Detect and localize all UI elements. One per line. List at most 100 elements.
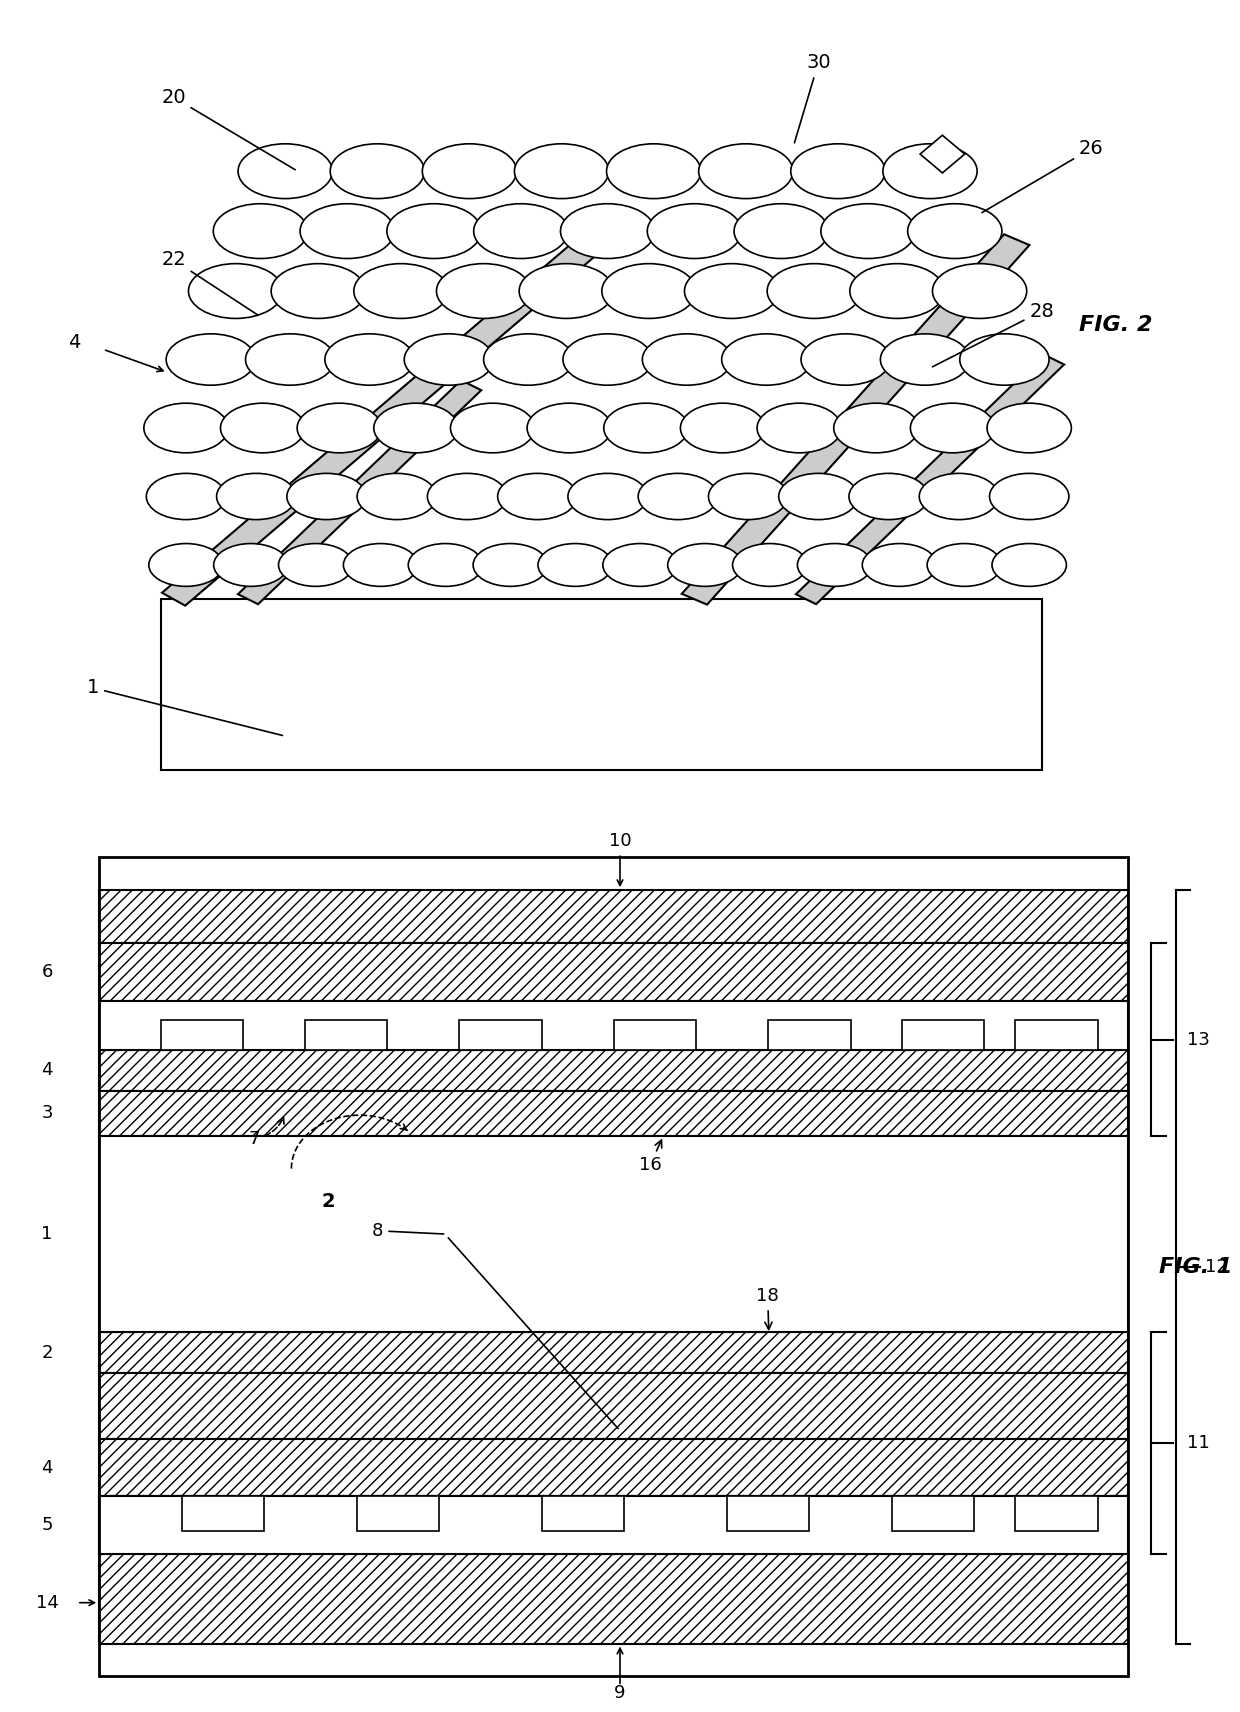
Ellipse shape — [960, 334, 1049, 385]
Bar — [99, 890, 1128, 943]
Text: 11: 11 — [1187, 1435, 1209, 1452]
Ellipse shape — [639, 473, 718, 520]
Text: 30: 30 — [795, 53, 831, 142]
Ellipse shape — [286, 473, 366, 520]
Ellipse shape — [188, 264, 283, 318]
Bar — [1016, 1496, 1097, 1531]
Bar — [1016, 1020, 1097, 1049]
Ellipse shape — [987, 404, 1071, 454]
Bar — [542, 1496, 624, 1531]
Ellipse shape — [387, 204, 481, 259]
Ellipse shape — [603, 544, 677, 587]
Ellipse shape — [990, 473, 1069, 520]
Text: 6: 6 — [41, 964, 53, 981]
Ellipse shape — [149, 544, 223, 587]
Ellipse shape — [343, 544, 418, 587]
Bar — [161, 599, 1042, 770]
Ellipse shape — [213, 544, 288, 587]
Text: 1: 1 — [41, 1226, 53, 1243]
Text: 16: 16 — [639, 1140, 662, 1174]
Ellipse shape — [238, 144, 332, 199]
Ellipse shape — [221, 404, 305, 454]
Bar — [99, 1496, 1128, 1553]
Bar — [99, 1002, 1128, 1049]
Ellipse shape — [497, 473, 577, 520]
Ellipse shape — [408, 544, 482, 587]
Text: 2: 2 — [41, 1344, 53, 1361]
Polygon shape — [796, 354, 1064, 604]
Ellipse shape — [606, 144, 701, 199]
Ellipse shape — [450, 404, 534, 454]
Ellipse shape — [992, 544, 1066, 587]
Ellipse shape — [908, 204, 1002, 259]
Bar — [99, 1373, 1128, 1438]
Bar — [305, 1020, 387, 1049]
Ellipse shape — [880, 334, 970, 385]
Ellipse shape — [919, 473, 998, 520]
Ellipse shape — [300, 204, 394, 259]
Text: 22: 22 — [161, 250, 258, 315]
Ellipse shape — [357, 473, 436, 520]
Ellipse shape — [213, 204, 308, 259]
Ellipse shape — [298, 404, 382, 454]
Bar — [99, 1438, 1128, 1496]
Text: 2: 2 — [322, 1192, 335, 1210]
Ellipse shape — [647, 204, 742, 259]
Ellipse shape — [734, 204, 828, 259]
Ellipse shape — [849, 264, 944, 318]
Text: 4: 4 — [68, 332, 81, 353]
Text: 18: 18 — [756, 1287, 779, 1330]
Ellipse shape — [681, 404, 765, 454]
Text: 28: 28 — [932, 301, 1054, 366]
Ellipse shape — [910, 404, 994, 454]
Bar — [99, 1332, 1128, 1373]
Text: 9: 9 — [614, 1685, 626, 1702]
Bar — [99, 1496, 1128, 1553]
Ellipse shape — [246, 334, 335, 385]
Ellipse shape — [797, 544, 872, 587]
Ellipse shape — [146, 473, 226, 520]
Ellipse shape — [353, 264, 448, 318]
Ellipse shape — [862, 544, 936, 587]
Ellipse shape — [932, 264, 1027, 318]
Ellipse shape — [520, 264, 614, 318]
Ellipse shape — [698, 144, 792, 199]
Ellipse shape — [601, 264, 696, 318]
Text: 4: 4 — [41, 1459, 53, 1476]
Text: 12: 12 — [1205, 1258, 1228, 1275]
Bar — [161, 1020, 243, 1049]
Bar — [99, 858, 1128, 1676]
Ellipse shape — [330, 144, 424, 199]
Polygon shape — [920, 135, 965, 173]
Ellipse shape — [733, 544, 807, 587]
Text: 3: 3 — [41, 1104, 53, 1121]
Ellipse shape — [436, 264, 531, 318]
Ellipse shape — [423, 144, 517, 199]
Ellipse shape — [791, 144, 885, 199]
Ellipse shape — [801, 334, 890, 385]
Ellipse shape — [144, 404, 228, 454]
Ellipse shape — [474, 544, 548, 587]
Ellipse shape — [515, 144, 609, 199]
Ellipse shape — [849, 473, 929, 520]
Bar — [99, 943, 1128, 1002]
Bar — [99, 1049, 1128, 1091]
Ellipse shape — [604, 404, 688, 454]
Ellipse shape — [642, 334, 732, 385]
Ellipse shape — [484, 334, 573, 385]
Ellipse shape — [928, 544, 1002, 587]
Bar — [892, 1496, 975, 1531]
Ellipse shape — [821, 204, 915, 259]
Text: FIG. 1: FIG. 1 — [1159, 1257, 1233, 1277]
Text: 14: 14 — [36, 1594, 58, 1611]
Text: 4: 4 — [41, 1061, 53, 1079]
Ellipse shape — [166, 334, 255, 385]
Bar — [901, 1020, 985, 1049]
Ellipse shape — [779, 473, 858, 520]
Text: 8: 8 — [372, 1222, 444, 1239]
Bar — [769, 1020, 851, 1049]
Ellipse shape — [538, 544, 613, 587]
Text: 7: 7 — [248, 1118, 284, 1149]
Ellipse shape — [560, 204, 655, 259]
Ellipse shape — [684, 264, 779, 318]
